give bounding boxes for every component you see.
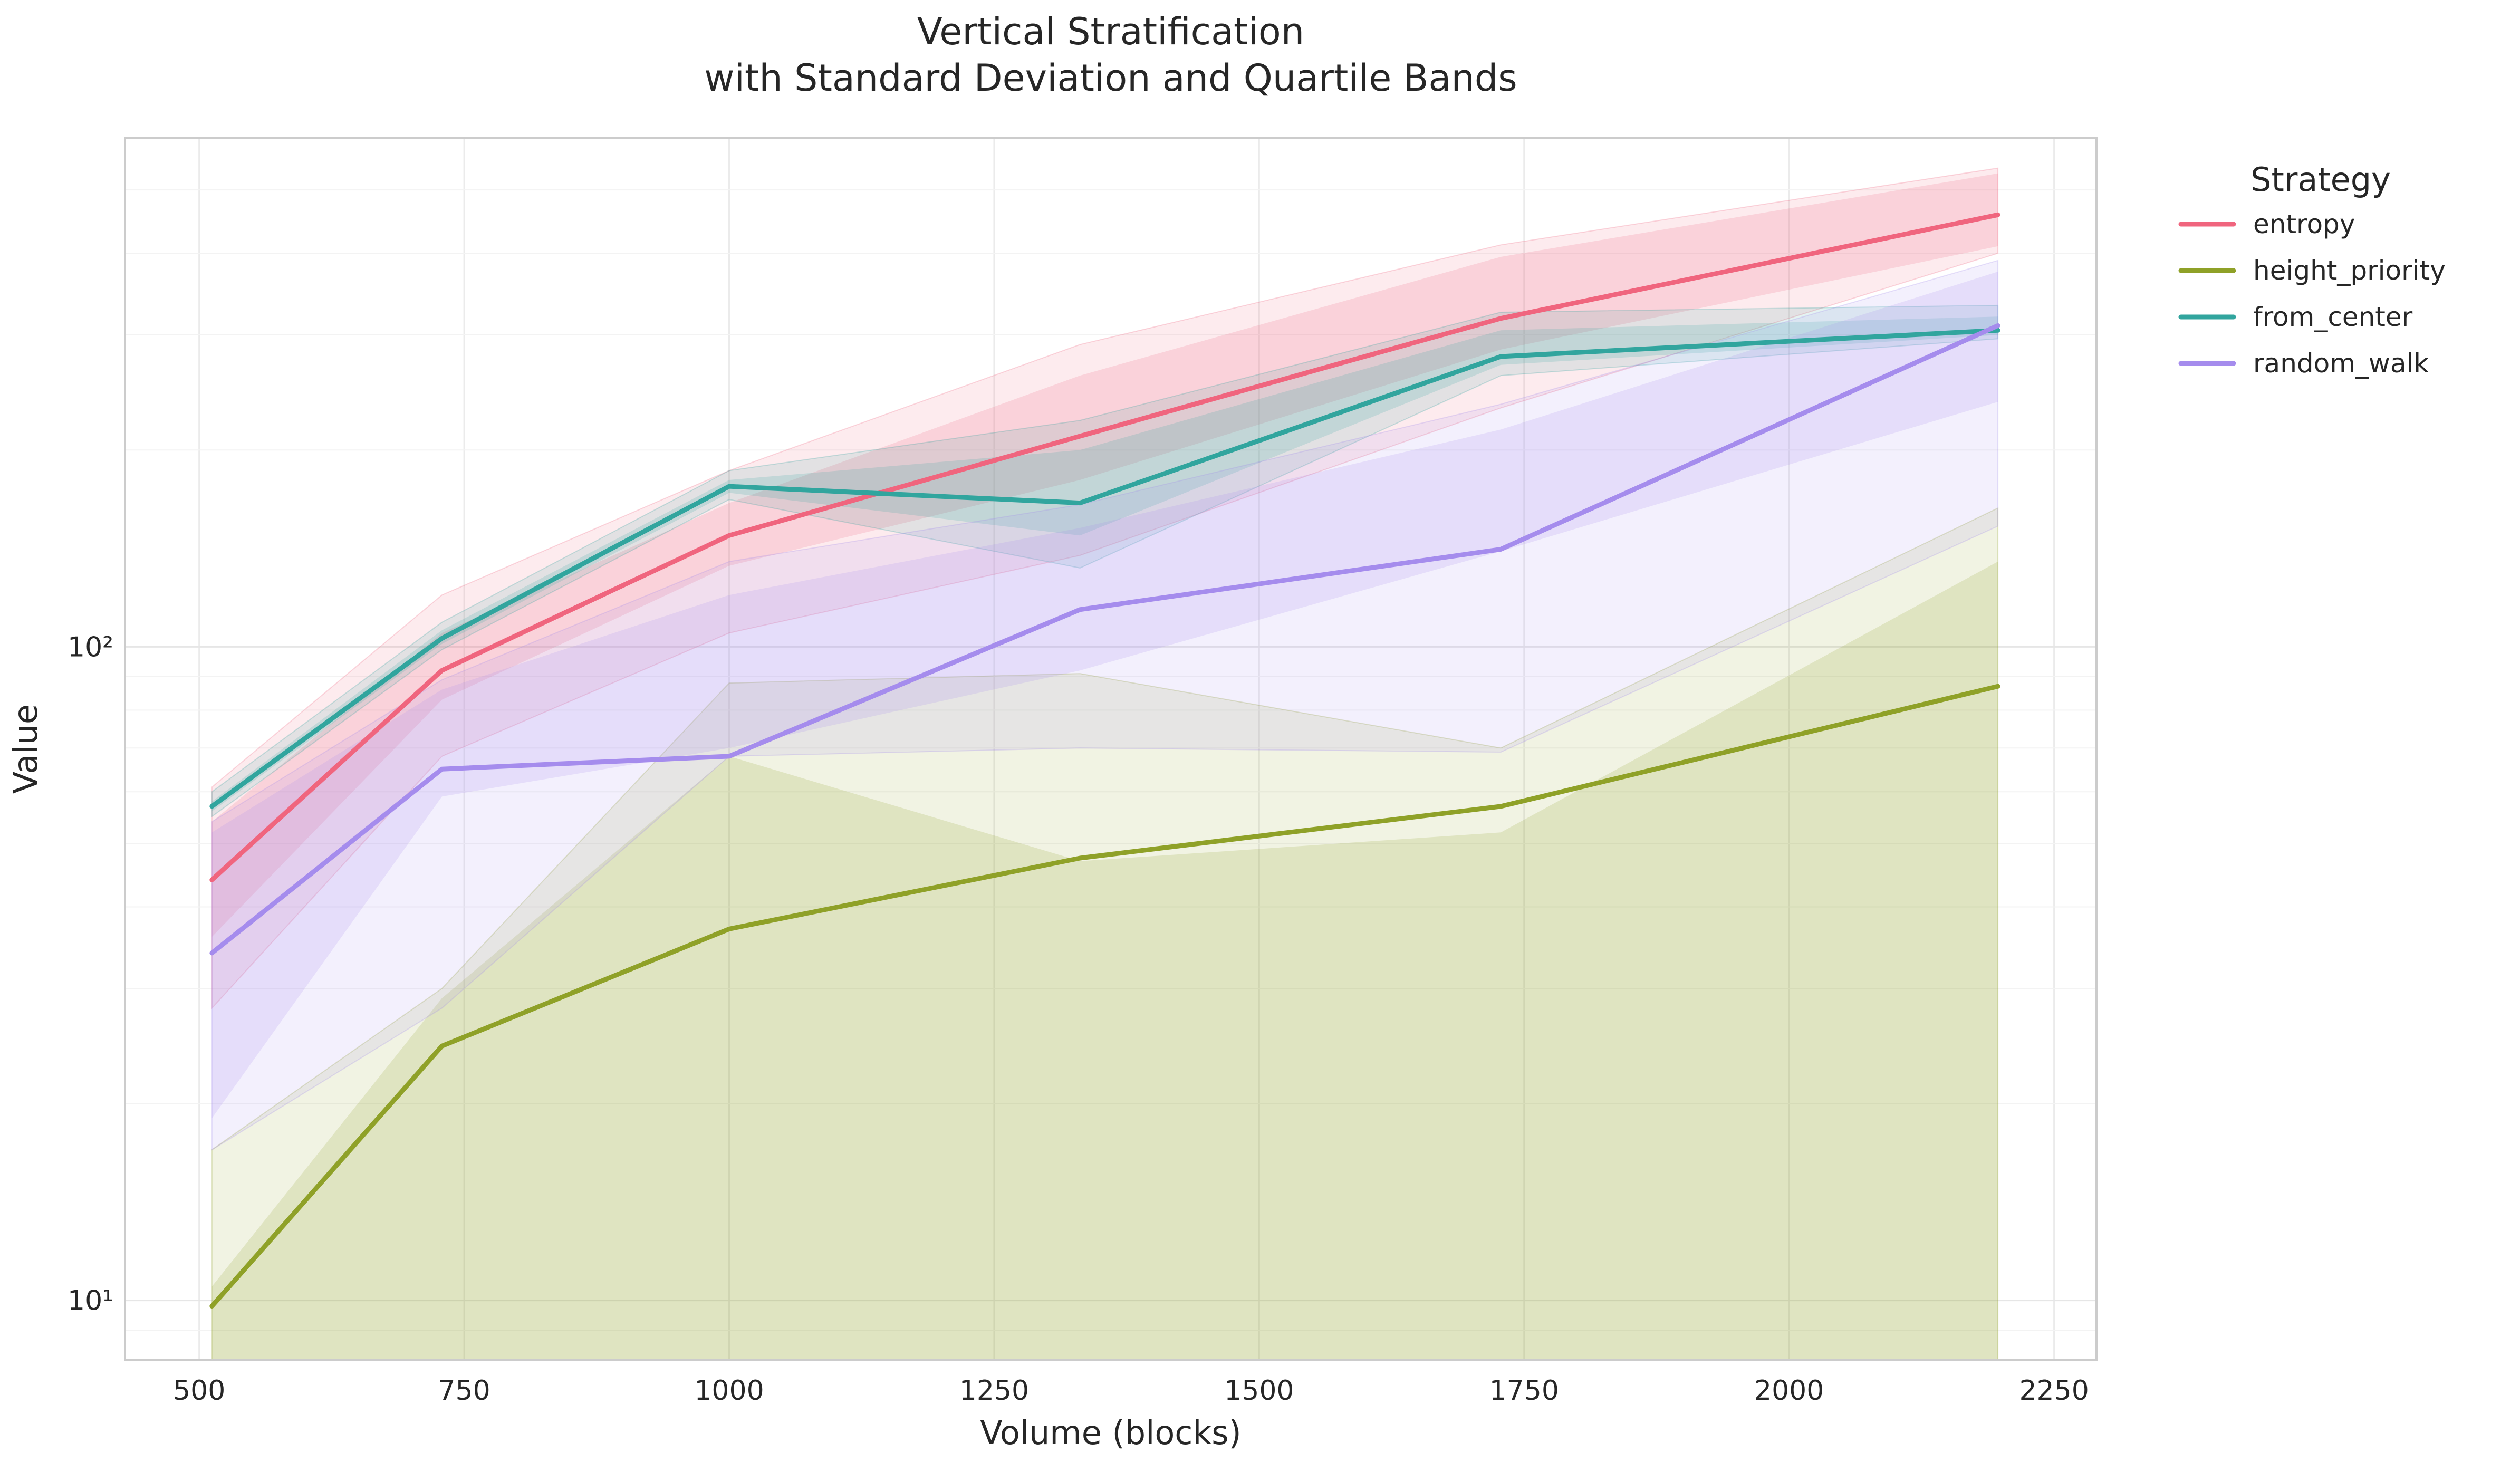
grid — [125, 138, 2096, 1360]
quartile-band-from_center — [211, 316, 1998, 812]
std-band-entropy — [211, 167, 1999, 1009]
x-tick-label: 1250 — [959, 1375, 1029, 1407]
y-tick-label: 10¹ — [68, 1285, 113, 1317]
x-tick-label: 2000 — [1754, 1375, 1824, 1407]
plot-frame — [124, 137, 2098, 1361]
series-lines — [209, 212, 2000, 1309]
series-line-random_walk — [209, 323, 2000, 956]
series-line-height_priority — [209, 684, 2000, 1309]
legend-label-entropy: entropy — [2253, 209, 2355, 239]
x-axis-label: Volume (blocks) — [980, 1413, 1242, 1452]
x-tick-label: 1500 — [1224, 1375, 1294, 1407]
x-tick-label: 2250 — [2019, 1375, 2089, 1407]
y-tick-label: 10² — [68, 631, 113, 663]
legend-label-random_walk: random_walk — [2253, 348, 2429, 379]
x-tick-label: 750 — [438, 1375, 490, 1407]
x-tick-label: 1000 — [694, 1375, 764, 1407]
std-band-from_center — [211, 304, 1999, 818]
x-tick-label: 1750 — [1489, 1375, 1559, 1407]
std-band-random_walk — [211, 259, 1999, 1151]
x-tick-label: 500 — [173, 1375, 225, 1407]
chart-title-line2: with Standard Deviation and Quartile Ban… — [704, 56, 1517, 100]
legend-items: entropy height_priority from_center random_… — [2178, 209, 2446, 379]
legend: Strategy entropy height_priority from_cent… — [2178, 160, 2446, 379]
legend-title: Strategy — [2250, 160, 2391, 199]
series-line-from_center — [209, 328, 2000, 809]
y-axis-label: Value — [6, 704, 45, 794]
bands — [211, 167, 1999, 1361]
tick-labels: 500 750 1000 1250 1500 1750 2000 2250 10¹ 10² — [68, 631, 2089, 1407]
chart-title-line1: Vertical Stratification — [917, 10, 1304, 53]
legend-label-from_center: from_center — [2253, 302, 2413, 332]
legend-label-height_priority: height_priority — [2253, 255, 2446, 286]
quartile-band-random_walk — [211, 272, 1998, 1119]
quartile-band-height_priority — [211, 561, 1998, 1360]
series-line-entropy — [209, 212, 2000, 882]
